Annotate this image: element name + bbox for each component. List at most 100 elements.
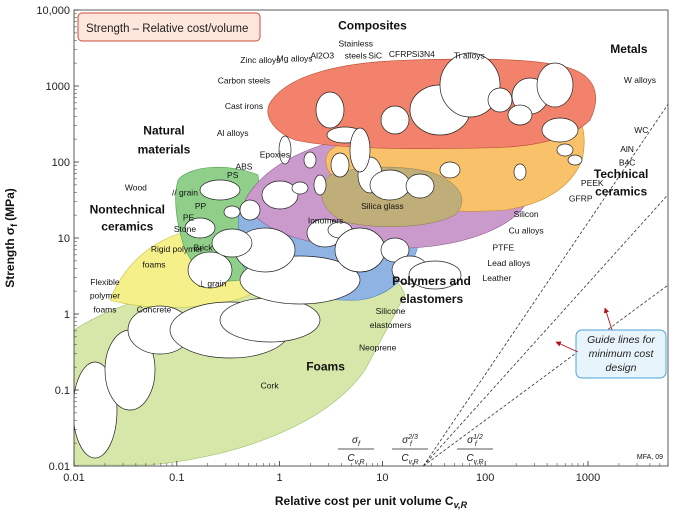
y-tick-label: 10,000 [36, 5, 70, 17]
family-label: materials [138, 142, 191, 156]
family-label: Composites [338, 19, 407, 33]
guide-lines [422, 103, 668, 466]
material-label: // grain [172, 188, 198, 198]
family-labels: Composites Metals Natural materials Technica… [90, 19, 649, 374]
material-label: AlN [620, 144, 634, 154]
chart-title: Strength – Relative cost/volume [86, 23, 248, 35]
material-bubble [349, 127, 371, 173]
material-label: Al alloys [217, 128, 249, 138]
material-bubble [315, 91, 345, 129]
formula-den-sub: v,R [474, 459, 484, 466]
material-label: Lead alloys [487, 258, 530, 268]
formula-num-sub: f [358, 441, 361, 448]
guide-line-1: Guide lines for [587, 334, 655, 346]
credit: MFA, 09 [637, 454, 663, 461]
x-axis-title: Relative cost per unit volume Cv,R [275, 494, 468, 510]
material-bubble [487, 87, 513, 113]
y-tick-label: 0.1 [55, 385, 70, 397]
guide-arrow-2 [603, 307, 613, 331]
material-bubble [369, 169, 411, 201]
formula-num-sub: f [410, 441, 413, 448]
material-bubble [74, 361, 118, 459]
material-bubble [513, 163, 527, 181]
material-bubbles [74, 52, 583, 459]
material-bubble [291, 181, 309, 195]
material-bubble [313, 174, 327, 196]
x-tick-label: 0.01 [63, 472, 84, 484]
formula-num-sub: f [475, 441, 478, 448]
material-bubble [556, 143, 574, 157]
material-label: CFRP [389, 49, 412, 59]
guide-arrow-1 [555, 341, 579, 353]
formula-numerator: σ1/2 f [467, 434, 483, 448]
material-label: GFRP [569, 194, 593, 204]
material-label: Epoxies [260, 149, 290, 159]
material-label: Carbon steels [218, 75, 270, 85]
family-label: Nontechnical [90, 203, 165, 217]
material-bubble [211, 228, 253, 258]
x-axis-title-sub: v,R [454, 500, 468, 510]
formula-den-symbol: C [401, 453, 409, 464]
material-bubble [187, 251, 233, 289]
material-label: ABS [235, 161, 252, 171]
material-label: Stainless [338, 39, 373, 49]
x-tick-label: 0.1 [169, 472, 184, 484]
material-bubble [536, 62, 574, 108]
family-label: ceramics [595, 185, 647, 199]
material-label: foams [142, 259, 165, 269]
material-label: Silicone [376, 306, 406, 316]
family-label: Technical [594, 167, 648, 181]
guide-line [422, 103, 668, 466]
material-bubble [408, 260, 462, 290]
material-label: W alloys [624, 75, 656, 85]
material-label: Cast irons [225, 101, 263, 111]
guide-lines-callout: Guide lines for minimum cost design [555, 307, 667, 379]
material-label: Mg alloys [277, 54, 313, 64]
material-bubble [199, 179, 241, 201]
material-bubble [239, 199, 261, 221]
family-label: Metals [610, 42, 648, 56]
material-bubble [567, 154, 583, 166]
formula-num-symbol: σ [467, 435, 474, 446]
material-bubble [405, 173, 435, 199]
family-label: elastomers [400, 292, 464, 306]
material-bubble [261, 180, 299, 210]
material-label: PP [195, 201, 207, 211]
material-label: PEEK [581, 178, 604, 188]
title-box [77, 12, 261, 42]
y-axis-title: Strength σf (MPa) [3, 188, 19, 288]
x-tick-label: 1000 [576, 472, 600, 484]
guide-line [423, 284, 668, 466]
guide-line-3: design [606, 362, 637, 374]
material-bubble [507, 104, 533, 126]
material-label: Leather [482, 273, 511, 283]
x-tick-label: 1 [277, 472, 283, 484]
material-bubble [184, 217, 216, 239]
formula-num-symbol: σ [352, 435, 359, 446]
y-tick-label: 1 [64, 309, 70, 321]
formula-den-symbol: C [466, 453, 474, 464]
formula-num-symbol: σ [402, 435, 409, 446]
guide-line-2: minimum cost [589, 348, 655, 360]
formula-denominator: Cv,R [466, 453, 483, 466]
material-bubble [380, 105, 410, 135]
material-label: Rigid polymer [151, 244, 203, 254]
material-label: Brick [194, 243, 214, 253]
material-label: polymer [90, 290, 120, 300]
family-label: Foams [306, 360, 345, 374]
material-label: Silica glass [361, 201, 404, 211]
family-label: ceramics [101, 220, 153, 234]
guide-box [575, 329, 667, 379]
material-label: foams [93, 304, 116, 314]
material-label: SiC [368, 51, 382, 61]
material-label: PE [183, 212, 195, 222]
material-bubble [223, 205, 241, 219]
material-label: Silicon [514, 209, 539, 219]
y-tick-label: 10 [58, 233, 70, 245]
material-bubble [303, 151, 317, 169]
formula-denominator: Cv,R [347, 453, 364, 466]
material-label: elastomers [370, 320, 412, 330]
material-label: Cu alloys [509, 225, 544, 235]
